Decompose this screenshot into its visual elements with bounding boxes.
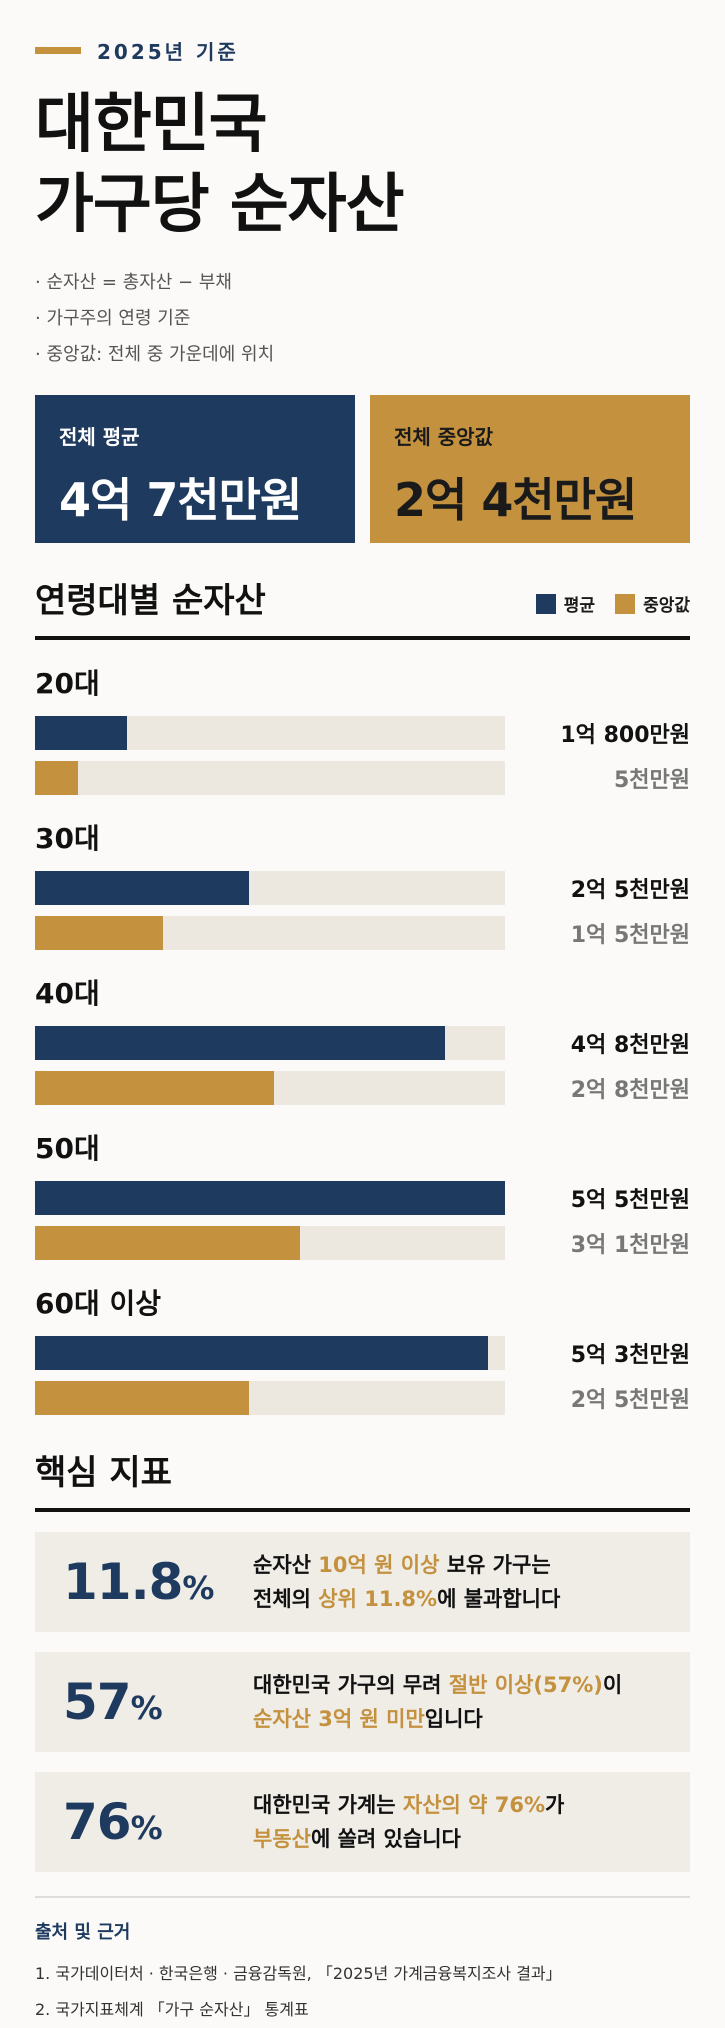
bar-median	[35, 1071, 275, 1105]
category-label: 50대	[35, 1132, 100, 1165]
kpi-card: 11.8% 순자산 10억 원 이상 보유 가구는 전체의 상위 11.8%에 불과…	[35, 1532, 690, 1632]
data-label: 2억 8천만원	[570, 1078, 690, 1103]
summary-cards: 전체 평균 4억 7천만원 전체 중앙값 2억 4천만원	[35, 395, 690, 543]
bar-row-median: 2억 5천만원	[35, 1381, 690, 1415]
kpi-number: 76%	[63, 1793, 163, 1851]
kpi-section-header: 핵심 지표	[35, 1445, 690, 1512]
title-line-2: 가구당 순자산	[35, 168, 405, 242]
bar-track	[35, 1071, 505, 1105]
note-item: 중앙값: 전체 중 가운데에 위치	[35, 337, 690, 373]
bar-average	[35, 871, 249, 905]
infographic-page: 2025년 기준 대한민국 가구당 순자산 순자산 = 총자산 − 부채 가구주…	[0, 0, 725, 1980]
age-section-header: 연령대별 순자산 평균 중앙값	[35, 573, 690, 640]
notes-list: 순자산 = 총자산 − 부채 가구주의 연령 기준 중앙값: 전체 중 가운데에…	[35, 265, 690, 373]
category-label: 30대	[35, 822, 100, 855]
bar-row-average: 4억 8천만원	[35, 1026, 690, 1060]
age-bar-chart: 20대 1억 800만원 5천만원 30대 2억 5천만원 1억 5천만원 40대 4억 8천…	[35, 662, 690, 1415]
data-label: 1억 5천만원	[570, 923, 690, 948]
eyebrow-bar	[35, 47, 81, 54]
age-group: 30대 2억 5천만원 1억 5천만원	[35, 817, 690, 950]
data-label: 5억 3천만원	[570, 1343, 690, 1368]
category-label: 20대	[35, 667, 100, 700]
sources-section: 출처 및 근거 1. 국가데이터처 · 한국은행 · 금융감독원, 「2025년…	[35, 1896, 690, 2028]
bar-row-median: 2억 8천만원	[35, 1071, 690, 1105]
age-section-title: 연령대별 순자산	[35, 581, 266, 621]
bar-median	[35, 761, 78, 795]
data-label: 5천만원	[613, 768, 690, 793]
data-label: 5억 5천만원	[570, 1188, 690, 1213]
note-item: 가구주의 연령 기준	[35, 301, 690, 337]
bar-row-average: 1억 800만원	[35, 716, 690, 750]
bar-row-average: 5억 5천만원	[35, 1181, 690, 1215]
kpi-number: 57%	[63, 1673, 163, 1731]
legend-label-median: 중앙값	[643, 596, 690, 616]
bar-track	[35, 1381, 505, 1415]
chart-legend: 평균 중앙값	[516, 591, 690, 616]
page-title: 대한민국 가구당 순자산	[35, 85, 690, 245]
median-card: 전체 중앙값 2억 4천만원	[370, 395, 690, 543]
average-label: 전체 평균	[59, 425, 140, 449]
data-label: 2억 5천만원	[570, 1388, 690, 1413]
data-label: 2억 5천만원	[570, 878, 690, 903]
bar-average	[35, 716, 128, 750]
median-label: 전체 중앙값	[394, 425, 493, 449]
bar-average	[35, 1336, 488, 1370]
title-line-1: 대한민국	[35, 88, 268, 162]
age-group: 50대 5억 5천만원 3억 1천만원	[35, 1127, 690, 1260]
age-group: 60대 이상 5억 3천만원 2억 5천만원	[35, 1282, 690, 1415]
eyebrow: 2025년 기준	[35, 0, 690, 65]
bar-row-median: 3억 1천만원	[35, 1226, 690, 1260]
kpi-list: 11.8% 순자산 10억 원 이상 보유 가구는 전체의 상위 11.8%에 불과…	[35, 1532, 690, 1872]
age-group: 20대 1억 800만원 5천만원	[35, 662, 690, 795]
kpi-section-title: 핵심 지표	[35, 1453, 172, 1493]
bar-row-average: 2억 5천만원	[35, 871, 690, 905]
sources-title: 출처 및 근거	[35, 1922, 131, 1943]
data-label: 3억 1천만원	[570, 1233, 690, 1258]
bar-median	[35, 916, 164, 950]
bar-track	[35, 1181, 505, 1215]
data-label: 4억 8천만원	[570, 1033, 690, 1058]
bar-track	[35, 1226, 505, 1260]
source-item: 1. 국가데이터처 · 한국은행 · 금융감독원, 「2025년 가계금융복지조…	[35, 1964, 562, 1983]
age-group: 40대 4억 8천만원 2억 8천만원	[35, 972, 690, 1105]
eyebrow-text: 2025년 기준	[97, 40, 239, 64]
kpi-card: 57% 대한민국 가구의 무려 절반 이상(57%)이 순자산 3억 원 미만입니다	[35, 1652, 690, 1752]
category-label: 60대 이상	[35, 1287, 161, 1320]
bar-track	[35, 1026, 505, 1060]
bar-track	[35, 916, 505, 950]
average-card: 전체 평균 4억 7천만원	[35, 395, 355, 543]
kpi-description: 대한민국 가구의 무려 절반 이상(57%)이 순자산 3억 원 미만입니다	[253, 1673, 623, 1731]
source-item: 2. 국가지표체계 「가구 순자산」 통계표	[35, 2000, 309, 2019]
bar-median	[35, 1226, 300, 1260]
legend-swatch-average	[535, 593, 556, 614]
bar-average	[35, 1181, 505, 1215]
data-label: 1억 800만원	[560, 723, 690, 748]
bar-track	[35, 1336, 505, 1370]
kpi-number: 11.8%	[63, 1553, 214, 1611]
legend-item-average: 평균	[535, 591, 596, 616]
bar-track	[35, 716, 505, 750]
bar-track	[35, 871, 505, 905]
legend-swatch-median	[615, 593, 636, 614]
bar-row-median: 1억 5천만원	[35, 916, 690, 950]
bar-row-average: 5억 3천만원	[35, 1336, 690, 1370]
bar-row-median: 5천만원	[35, 761, 690, 795]
bar-median	[35, 1381, 249, 1415]
average-value: 4억 7천만원	[59, 473, 302, 527]
kpi-description: 대한민국 가계는 자산의 약 76%가 부동산에 쏠려 있습니다	[253, 1793, 565, 1851]
category-label: 40대	[35, 977, 100, 1010]
kpi-description: 순자산 10억 원 이상 보유 가구는 전체의 상위 11.8%에 불과합니다	[253, 1553, 561, 1611]
note-item: 순자산 = 총자산 − 부채	[35, 265, 690, 301]
bar-track	[35, 761, 505, 795]
legend-item-median: 중앙값	[615, 591, 690, 616]
kpi-card: 76% 대한민국 가계는 자산의 약 76%가 부동산에 쏠려 있습니다	[35, 1772, 690, 1872]
median-value: 2억 4천만원	[394, 473, 637, 527]
legend-label-average: 평균	[563, 596, 596, 616]
bar-average	[35, 1026, 446, 1060]
